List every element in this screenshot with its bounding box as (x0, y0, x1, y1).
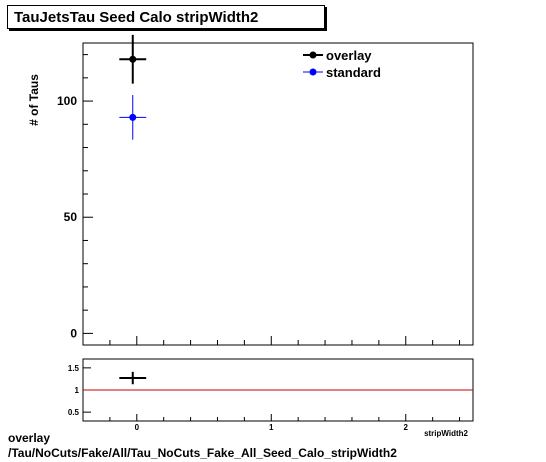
footer-path: /Tau/NoCuts/Fake/All/Tau_NoCuts_Fake_All… (8, 446, 397, 460)
plot-title: TauJetsTau Seed Calo stripWidth2 (14, 9, 259, 26)
legend-label-overlay: overlay (326, 48, 372, 63)
x-tick-label: 1 (269, 423, 274, 432)
legend: overlay standard (303, 48, 381, 80)
legend-label-standard: standard (326, 65, 381, 80)
plot-title-box: TauJetsTau Seed Calo stripWidth2 (7, 5, 325, 29)
x-tick-label: 0 (135, 423, 140, 432)
y-axis-label: # of Taus (27, 74, 41, 126)
x-axis-label: stripWidth2 (424, 429, 468, 438)
legend-marker-overlay (309, 51, 317, 59)
ratio-y-tick-label: 1 (75, 386, 80, 395)
ratio-y-tick-label: 0.5 (68, 408, 80, 417)
main-plot-frame (82, 42, 474, 346)
overlay-point (129, 55, 137, 63)
standard-point (129, 113, 137, 121)
y-tick-label: 100 (57, 94, 77, 108)
x-tick-label: 2 (404, 423, 409, 432)
y-tick-label: 50 (64, 210, 78, 224)
footer-label: overlay (8, 431, 51, 445)
legend-marker-standard (309, 68, 317, 76)
y-tick-label: 0 (70, 326, 77, 340)
ratio-y-tick-label: 1.5 (68, 364, 80, 373)
